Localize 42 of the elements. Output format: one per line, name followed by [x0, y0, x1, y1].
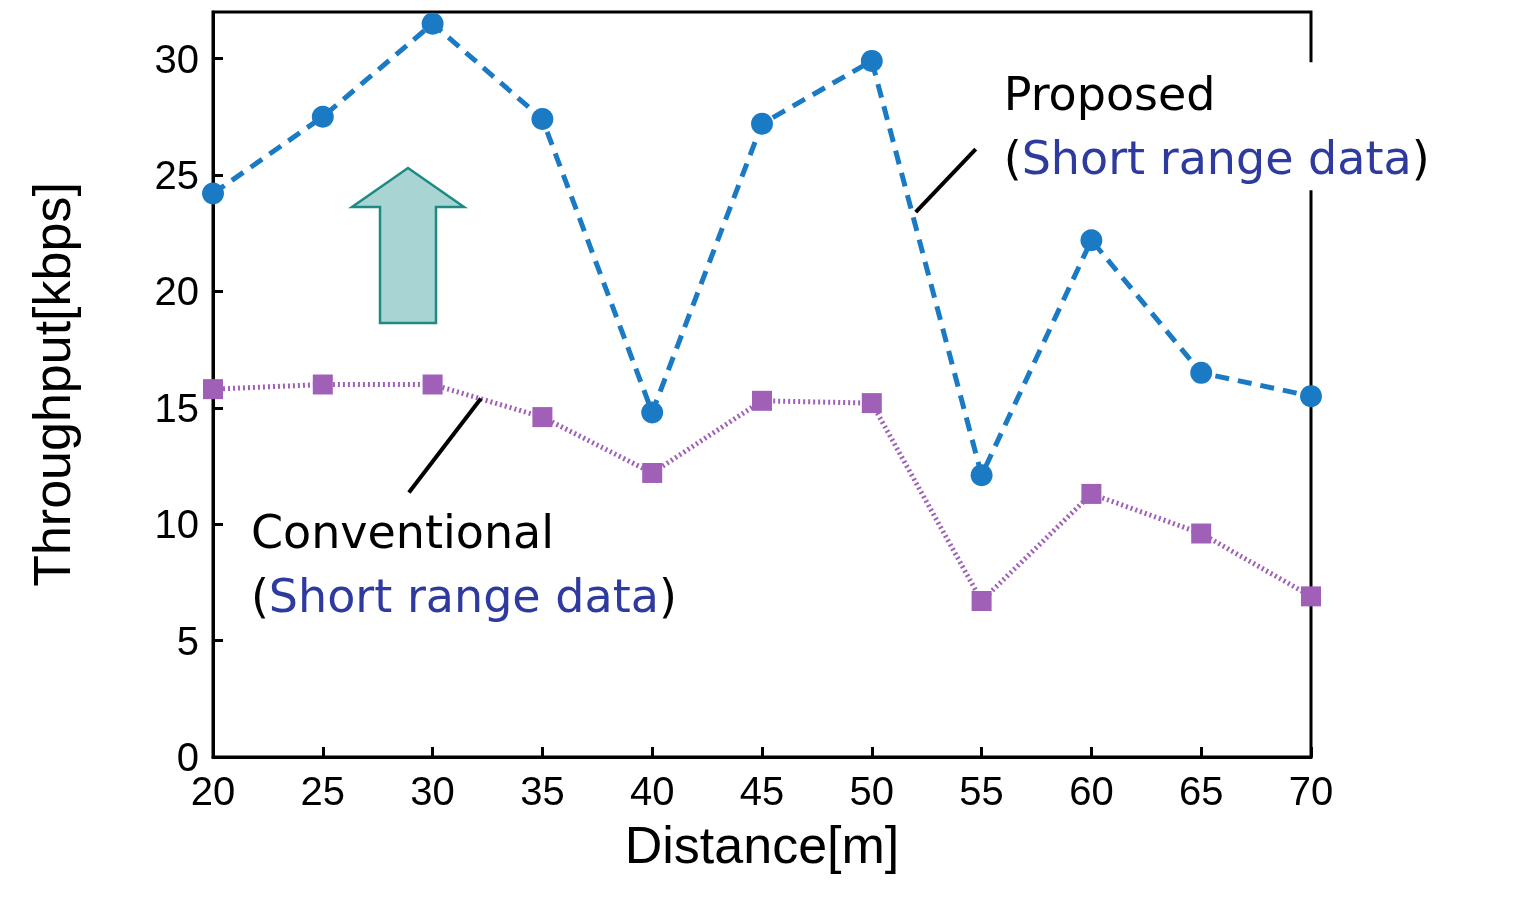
point	[1081, 483, 1102, 504]
point	[203, 379, 223, 400]
point	[751, 112, 773, 135]
point	[532, 407, 553, 428]
x-tick-label: 30	[410, 769, 455, 813]
y-tick-label: 10	[154, 502, 199, 547]
point	[531, 108, 554, 131]
y-tick-label: 15	[154, 385, 199, 430]
point	[1191, 523, 1212, 544]
point	[421, 12, 444, 35]
point	[641, 401, 664, 424]
annotation: Conventional (Short range data)	[250, 505, 677, 624]
point	[311, 105, 334, 128]
y-tick-label: 5	[176, 618, 199, 663]
point	[860, 49, 883, 72]
point	[202, 182, 224, 205]
point	[971, 591, 992, 612]
x-tick-label: 70	[1288, 769, 1334, 813]
point	[752, 390, 772, 411]
y-tick-label: 25	[154, 152, 199, 197]
y-tick-label: 30	[154, 36, 199, 81]
point	[1190, 361, 1213, 384]
point	[970, 464, 993, 487]
x-axis-title: Distance[m]	[624, 816, 900, 874]
x-tick-label: 50	[849, 769, 895, 813]
x-tick-label: 40	[629, 769, 675, 813]
x-tick-label: 65	[1178, 769, 1224, 813]
point	[861, 393, 882, 414]
x-tick-label: 25	[300, 769, 346, 813]
x-tick-label: 55	[959, 769, 1004, 813]
x-tick-label: 45	[739, 769, 785, 813]
point	[642, 462, 663, 483]
point	[1300, 385, 1322, 408]
y-axis-title: Throughput[kbps]	[23, 182, 81, 587]
point	[1080, 229, 1103, 252]
annotation: Proposed (Short range data)	[1003, 67, 1430, 186]
point	[312, 374, 333, 395]
y-tick-label: 20	[154, 269, 199, 314]
x-tick-label: 35	[520, 769, 565, 813]
point	[422, 374, 443, 395]
x-tick-label: 60	[1069, 769, 1114, 813]
point	[1301, 586, 1321, 607]
